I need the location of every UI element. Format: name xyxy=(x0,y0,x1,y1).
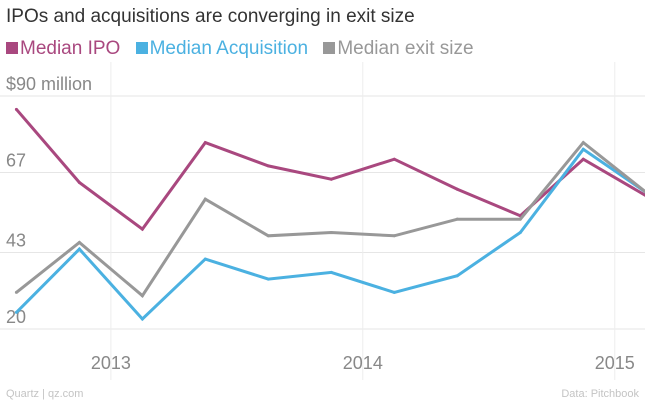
y-tick-label: $90 million xyxy=(6,74,92,94)
legend-swatch-median-acquisition xyxy=(135,42,148,54)
legend-label-median-exit-size: Median exit size xyxy=(337,38,474,59)
x-tick-label: 2014 xyxy=(343,353,383,373)
y-tick-label: 67 xyxy=(6,151,26,171)
data-point-median-acquisition xyxy=(329,270,333,274)
data-point-median-exit-size xyxy=(203,197,207,201)
legend-label-median-acquisition: Median Acquisition xyxy=(149,38,309,59)
data-point-median-exit-size xyxy=(77,240,81,244)
data-point-median-acquisition xyxy=(140,317,144,321)
data-point-median-acquisition xyxy=(581,147,585,151)
source-text: Data: Pitchbook xyxy=(561,388,639,400)
data-point-median-acquisition xyxy=(203,257,207,261)
data-point-median-acquisition xyxy=(14,310,18,314)
legend-item-median-exit-size: Median exit size xyxy=(323,38,474,60)
data-point-median-ipo xyxy=(140,227,144,231)
legend-label-median-ipo: Median IPO xyxy=(20,38,121,59)
legend-item-median-ipo: Median IPO xyxy=(6,38,120,60)
data-point-median-exit-size xyxy=(392,234,396,238)
data-point-median-acquisition xyxy=(77,247,81,251)
y-axis-tick-labels: 20 43 67 $90 million xyxy=(6,74,92,327)
data-point-median-acquisition xyxy=(392,290,396,294)
grid-lines xyxy=(0,62,645,380)
legend-swatch-median-exit-size xyxy=(323,42,336,54)
data-point-median-exit-size xyxy=(14,290,18,294)
data-point-median-exit-size xyxy=(518,217,522,221)
data-point-median-acquisition xyxy=(266,277,270,281)
x-tick-label: 2013 xyxy=(91,353,131,373)
y-tick-label: 20 xyxy=(6,307,26,327)
series-lines xyxy=(14,107,645,322)
data-point-median-exit-size xyxy=(266,234,270,238)
data-point-median-exit-size xyxy=(140,294,144,298)
data-point-median-exit-size xyxy=(581,141,585,145)
data-point-median-acquisition xyxy=(455,274,459,278)
data-point-median-ipo xyxy=(203,141,207,145)
y-tick-label: 43 xyxy=(6,230,26,250)
credit-text: Quartz | qz.com xyxy=(6,388,84,400)
data-point-median-ipo xyxy=(77,181,81,185)
data-point-median-exit-size xyxy=(455,217,459,221)
x-axis-tick-labels: 2013 2014 2015 xyxy=(91,353,635,373)
data-point-median-ipo xyxy=(14,107,18,111)
legend: Median IPO Median Acquisition Median exi… xyxy=(6,38,484,60)
data-point-median-ipo xyxy=(392,157,396,161)
data-point-median-ipo xyxy=(581,157,585,161)
chart-title: IPOs and acquisitions are converging in … xyxy=(6,6,415,27)
data-point-median-exit-size xyxy=(329,230,333,234)
legend-item-median-acquisition: Median Acquisition xyxy=(135,38,309,60)
data-point-median-ipo xyxy=(266,164,270,168)
data-point-median-ipo xyxy=(329,177,333,181)
x-tick-label: 2015 xyxy=(595,353,635,373)
legend-swatch-median-ipo xyxy=(6,42,18,54)
data-point-median-acquisition xyxy=(518,230,522,234)
data-point-median-ipo xyxy=(455,187,459,191)
